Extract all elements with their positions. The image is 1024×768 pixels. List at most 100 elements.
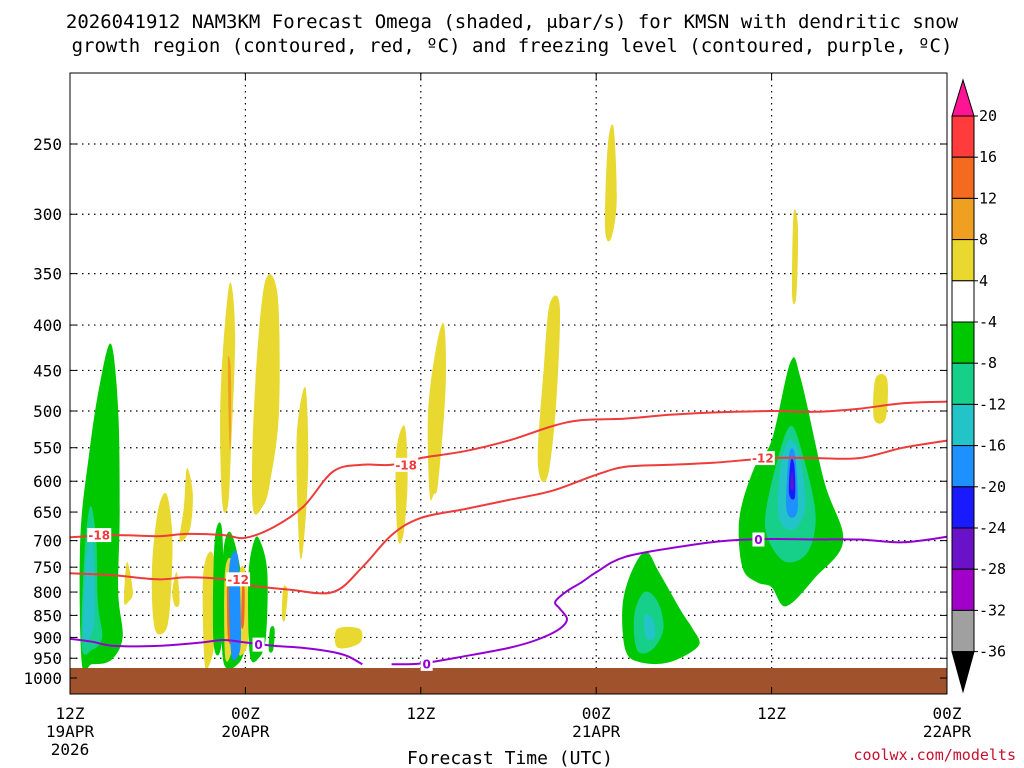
colorbar-swatch xyxy=(951,280,975,323)
x-axis-label: Forecast Time (UTC) xyxy=(407,748,613,768)
colorbar-label: -16 xyxy=(979,437,1006,455)
y-axis: 250 300 350 400 450 500 550 600 650 700 750 800 850 9… xyxy=(23,135,947,688)
y-tick-label: 300 xyxy=(33,205,62,224)
y-tick-label: 250 xyxy=(33,135,62,154)
colorbar-swatch xyxy=(951,486,975,529)
plot-frame xyxy=(69,72,948,695)
y-tick-label: 500 xyxy=(33,402,62,421)
colorbar-label: -28 xyxy=(979,560,1006,578)
colorbar-label: -32 xyxy=(979,601,1006,619)
y-tick-label: 700 xyxy=(33,532,62,551)
x-tick-label: 00Z xyxy=(231,704,260,723)
x-tick-label: 20APR xyxy=(221,722,270,741)
y-tick-label: 800 xyxy=(33,583,62,602)
omega-region xyxy=(296,386,309,560)
omega-region xyxy=(537,295,561,483)
colorbar-label: -20 xyxy=(979,478,1006,496)
credit-link[interactable]: coolwx.com/modelts xyxy=(853,746,1016,764)
x-tick-label: 00Z xyxy=(582,704,611,723)
omega-region xyxy=(643,614,656,640)
omega-region xyxy=(334,626,363,649)
freezing-label-bg xyxy=(420,656,433,671)
colorbar-label: -12 xyxy=(979,395,1006,413)
freezing-level-label: 0 xyxy=(754,533,762,547)
omega-region xyxy=(281,585,288,622)
y-tick-label: 650 xyxy=(33,503,62,522)
colorbar-swatch xyxy=(951,197,975,241)
x-tick-label: 22APR xyxy=(923,722,972,741)
omega-region xyxy=(251,274,280,515)
x-tick-label: 00Z xyxy=(933,704,962,723)
x-tick-label: 12Z xyxy=(56,704,85,723)
x-tick-label: 2026 xyxy=(51,740,90,759)
omega-region xyxy=(247,536,268,663)
dgz-contour-label: -12 xyxy=(752,452,774,466)
chart-title-line1: 2026041912 NAM3KM Forecast Omega (shaded… xyxy=(66,11,959,33)
omega-region xyxy=(124,561,133,605)
freezing-label-bg xyxy=(252,637,265,652)
freezing-level-contour: 0 0 0 xyxy=(69,532,948,671)
colorbar: 20 16 12 8 4 -4 -8 -12 -16 -20 -24 -28 -32 -36 xyxy=(951,78,1006,694)
colorbar-label: 16 xyxy=(979,148,997,166)
y-tick-label: 1000 xyxy=(23,669,62,688)
omega-region xyxy=(172,572,180,607)
colorbar-swatch xyxy=(951,568,975,611)
y-tick-label: 350 xyxy=(33,265,62,284)
colorbar-swatch xyxy=(951,239,975,282)
colorbar-label: -24 xyxy=(979,519,1006,537)
omega-region xyxy=(791,209,799,305)
colorbar-swatch xyxy=(951,115,975,158)
colorbar-label: 8 xyxy=(979,231,988,249)
colorbar-label: 4 xyxy=(979,272,988,290)
chart-title-line2: growth region (contoured, red, ºC) and f… xyxy=(72,35,953,57)
freezing-level-line xyxy=(391,535,948,666)
colorbar-swatch xyxy=(951,321,975,364)
colorbar-swatch xyxy=(951,362,975,405)
x-tick-label: 21APR xyxy=(572,722,621,741)
colorbar-label: 20 xyxy=(979,107,997,125)
freezing-level-label: 0 xyxy=(422,657,430,671)
dgz-label-bg xyxy=(394,457,419,472)
omega-region xyxy=(240,580,245,630)
ground-surface xyxy=(70,668,947,694)
freezing-level-label: 0 xyxy=(254,638,262,652)
colorbar-arrow-bottom xyxy=(951,651,975,694)
omega-region xyxy=(82,539,95,643)
dgz-label-bg xyxy=(750,451,775,466)
colorbar-swatch xyxy=(951,445,975,488)
colorbar-swatch xyxy=(951,403,975,447)
dgz-contour-label: -18 xyxy=(88,529,110,543)
omega-region xyxy=(604,124,617,242)
y-tick-label: 600 xyxy=(33,472,62,491)
x-tick-label: 19APR xyxy=(46,722,95,741)
y-tick-label: 550 xyxy=(33,439,62,458)
dgz-contour-label: -18 xyxy=(395,458,417,472)
y-tick-label: 750 xyxy=(33,558,62,577)
dgz-contour-label: -12 xyxy=(227,573,249,587)
plot-area: -18 -18 -12 -12 0 0 0 xyxy=(69,72,948,695)
x-tick-label: 12Z xyxy=(406,704,435,723)
omega-region xyxy=(179,468,193,542)
colorbar-swatch xyxy=(951,156,975,199)
x-tick-label: 12Z xyxy=(757,704,786,723)
y-tick-label: 900 xyxy=(33,628,62,647)
omega-region xyxy=(220,282,236,513)
dgz-contour xyxy=(69,400,948,540)
colorbar-swatch xyxy=(951,609,975,653)
dgz-label-bg xyxy=(226,572,251,587)
omega-region xyxy=(873,373,888,424)
y-tick-label: 450 xyxy=(33,361,62,380)
y-tick-label: 950 xyxy=(33,649,62,668)
colorbar-label: -8 xyxy=(979,354,997,372)
omega-region xyxy=(227,355,232,450)
colorbar-arrow-top xyxy=(951,78,975,117)
colorbar-swatch xyxy=(951,527,975,570)
omega-region xyxy=(395,425,408,544)
freezing-level-line xyxy=(69,637,363,666)
colorbar-label: -36 xyxy=(979,643,1006,661)
y-tick-label: 850 xyxy=(33,606,62,625)
dgz-label-bg xyxy=(87,528,112,543)
plot-background xyxy=(70,73,947,694)
